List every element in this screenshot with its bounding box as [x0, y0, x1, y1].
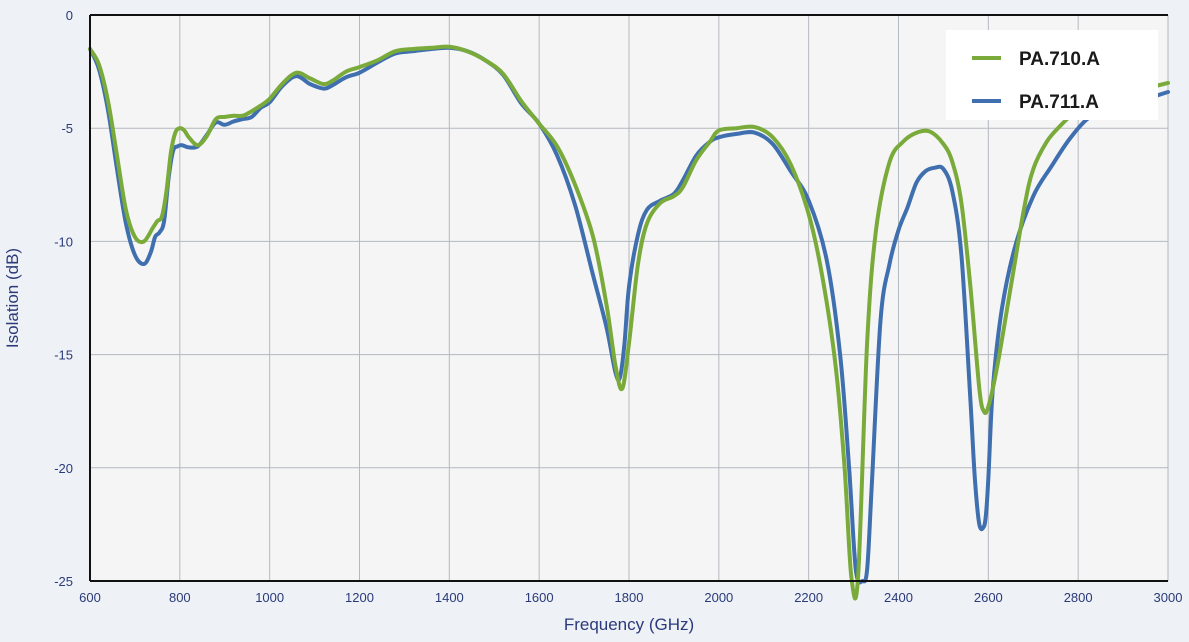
x-tick-label: 1000 — [255, 590, 284, 605]
y-tick-label: -20 — [54, 461, 73, 476]
x-tick-labels: 600 800 1000 1200 1400 1600 1800 2000 2200 2400 26… — [79, 590, 1182, 605]
y-tick-label: -15 — [54, 348, 73, 363]
x-tick-label: 1400 — [435, 590, 464, 605]
x-tick-label: 2800 — [1064, 590, 1093, 605]
y-tick-label: -10 — [54, 234, 73, 249]
x-tick-label: 800 — [169, 590, 191, 605]
series-line-pa710a — [88, 44, 1170, 601]
x-tick-label: 3000 — [1154, 590, 1183, 605]
y-tick-labels: 0 -5 -10 -15 -20 -25 — [54, 8, 73, 589]
x-tick-label: 1800 — [615, 590, 644, 605]
x-tick-label: 1200 — [345, 590, 374, 605]
y-axis-label: Isolation (dB) — [3, 248, 22, 348]
legend-label-pa711a: PA.711.A — [1019, 92, 1099, 113]
x-tick-label: 1600 — [525, 590, 554, 605]
series-layer — [88, 44, 1170, 601]
y-tick-label: -5 — [61, 121, 73, 136]
x-tick-label: 2400 — [884, 590, 913, 605]
x-axis-label: Frequency (GHz) — [564, 615, 694, 634]
x-tick-label: 600 — [79, 590, 101, 605]
x-tick-label: 2600 — [974, 590, 1003, 605]
legend: PA.710.A PA.711.A — [946, 30, 1158, 120]
x-tick-label: 2200 — [794, 590, 823, 605]
legend-label-pa710a: PA.710.A — [1019, 49, 1100, 70]
y-tick-label: -25 — [54, 574, 73, 589]
x-tick-label: 2000 — [704, 590, 733, 605]
legend-box — [946, 30, 1158, 120]
y-tick-label: 0 — [66, 8, 73, 23]
